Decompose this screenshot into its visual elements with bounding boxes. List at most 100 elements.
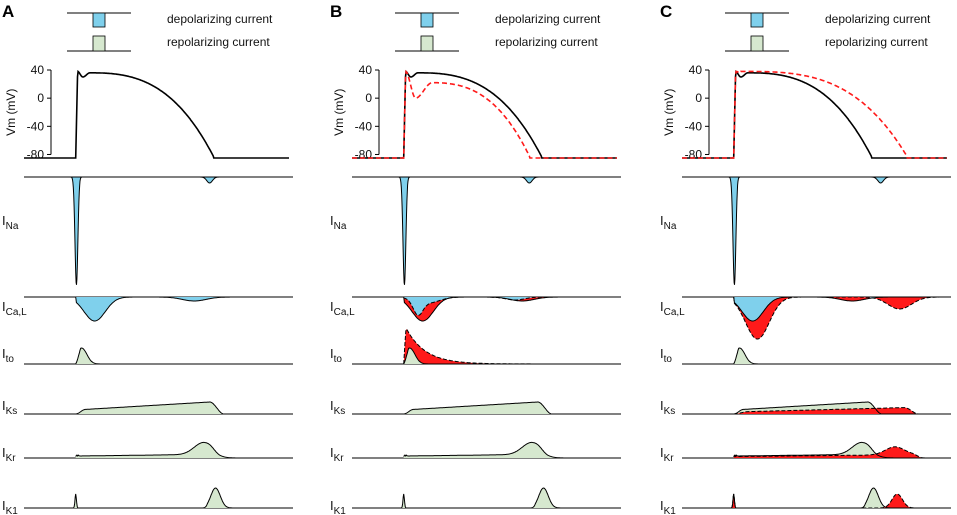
ina-trace [710, 176, 947, 285]
iks-trace-alt [733, 407, 936, 415]
ap-trace [682, 69, 947, 159]
ap-axis: 40 0 -40 -80 Vm (mV) [332, 63, 380, 161]
current-label-main: I [2, 498, 6, 513]
current-label-sub: Na [6, 221, 19, 232]
y-tick-label: -80 [685, 147, 703, 161]
current-label-sub: Ks [334, 406, 346, 417]
current-label-k1: IK1 [330, 498, 346, 515]
current-label-sub: to [6, 354, 15, 365]
current-label-main: I [330, 498, 334, 513]
panel-label: B [330, 2, 342, 21]
legend-repol-label: repolarizing current [495, 35, 598, 49]
current-label-k1: IK1 [2, 498, 18, 515]
ikr-difference [733, 446, 936, 458]
ical-trace [733, 296, 947, 322]
current-label-sub: K1 [664, 506, 677, 515]
current-label-main: I [660, 299, 664, 314]
ina-area [52, 177, 289, 285]
y-tick-label: -40 [27, 119, 45, 133]
current-label-sub: Kr [664, 453, 675, 464]
panel-label: C [660, 2, 672, 21]
ito-area [75, 348, 289, 364]
legend-depol-swatch [750, 12, 764, 28]
current-label-main: I [660, 498, 664, 513]
ito-area [733, 348, 947, 364]
ito-trace [75, 347, 289, 365]
legend-repol-label: repolarizing current [825, 35, 928, 49]
current-label-main: I [330, 213, 334, 228]
current-label-main: I [660, 213, 664, 228]
ina-trace [52, 176, 289, 285]
y-tick-label: -40 [685, 119, 703, 133]
current-label-main: I [2, 299, 6, 314]
current-label-main: I [330, 445, 334, 460]
current-label-to: Ito [660, 346, 672, 365]
iks-trace [75, 401, 278, 415]
current-label-ks: IKs [330, 398, 345, 417]
y-tick-label: -80 [27, 147, 45, 161]
current-label-sub: Ks [664, 406, 676, 417]
ito-trace [403, 347, 617, 365]
ikr-trace [733, 441, 936, 459]
current-label-main: I [2, 398, 6, 413]
ap-trace [352, 69, 617, 159]
ical-difference [403, 297, 617, 321]
y-tick-label: 0 [695, 91, 702, 105]
current-label-sub: Na [664, 221, 677, 232]
ap-trace [24, 69, 289, 159]
ik1-difference [724, 494, 936, 508]
current-label-sub: K1 [334, 506, 347, 515]
iks-difference [733, 407, 936, 414]
y-tick-label: 0 [365, 91, 372, 105]
iks-area [403, 402, 606, 414]
ical-trace [75, 296, 289, 322]
current-label-sub: Kr [334, 453, 345, 464]
ical-area [733, 297, 947, 321]
ik1-area [394, 488, 606, 508]
iks-trace [403, 401, 606, 415]
current-label-to: Ito [2, 346, 14, 365]
ito-trace [733, 347, 947, 365]
current-label-sub: to [334, 354, 343, 365]
current-label-sub: to [664, 354, 673, 365]
y-tick-label: 40 [689, 63, 703, 77]
y-axis-label: Vm (mV) [4, 89, 18, 136]
current-label-main: I [2, 445, 6, 460]
ito-difference [403, 328, 617, 364]
y-tick-label: 40 [359, 63, 373, 77]
ical-trace-alt [733, 296, 947, 340]
current-label-kr: IKr [2, 445, 16, 464]
current-label-k1: IK1 [660, 498, 676, 515]
legend-depol-swatch [92, 12, 106, 28]
current-label-sub: Ca,L [664, 307, 686, 318]
legend-repol-swatch [750, 35, 764, 52]
current-label-main: I [2, 213, 6, 228]
current-label-sub: Kr [6, 453, 17, 464]
current-label-kr: IKr [330, 445, 344, 464]
current-label-main: I [660, 445, 664, 460]
current-label-main: I [330, 299, 334, 314]
ik1-trace [66, 487, 278, 509]
legend-repol-swatch [92, 35, 106, 52]
current-label-cal: ICa,L [660, 299, 685, 318]
current-label-main: I [660, 398, 664, 413]
ikr-trace [75, 441, 278, 459]
y-tick-label: -80 [355, 147, 373, 161]
y-tick-label: 0 [37, 91, 44, 105]
ap-trace-dashed [682, 70, 947, 159]
current-label-kr: IKr [660, 445, 674, 464]
current-label-sub: Ca,L [334, 307, 356, 318]
ical-trace [403, 296, 617, 322]
ik1-area [66, 488, 278, 508]
current-label-cal: ICa,L [2, 299, 27, 318]
ik1-trace [724, 487, 936, 509]
legend-depol-swatch [420, 12, 434, 28]
current-label-sub: Ks [6, 406, 18, 417]
current-label-sub: Na [334, 221, 347, 232]
iks-trace [733, 401, 936, 415]
y-tick-label: -40 [355, 119, 373, 133]
